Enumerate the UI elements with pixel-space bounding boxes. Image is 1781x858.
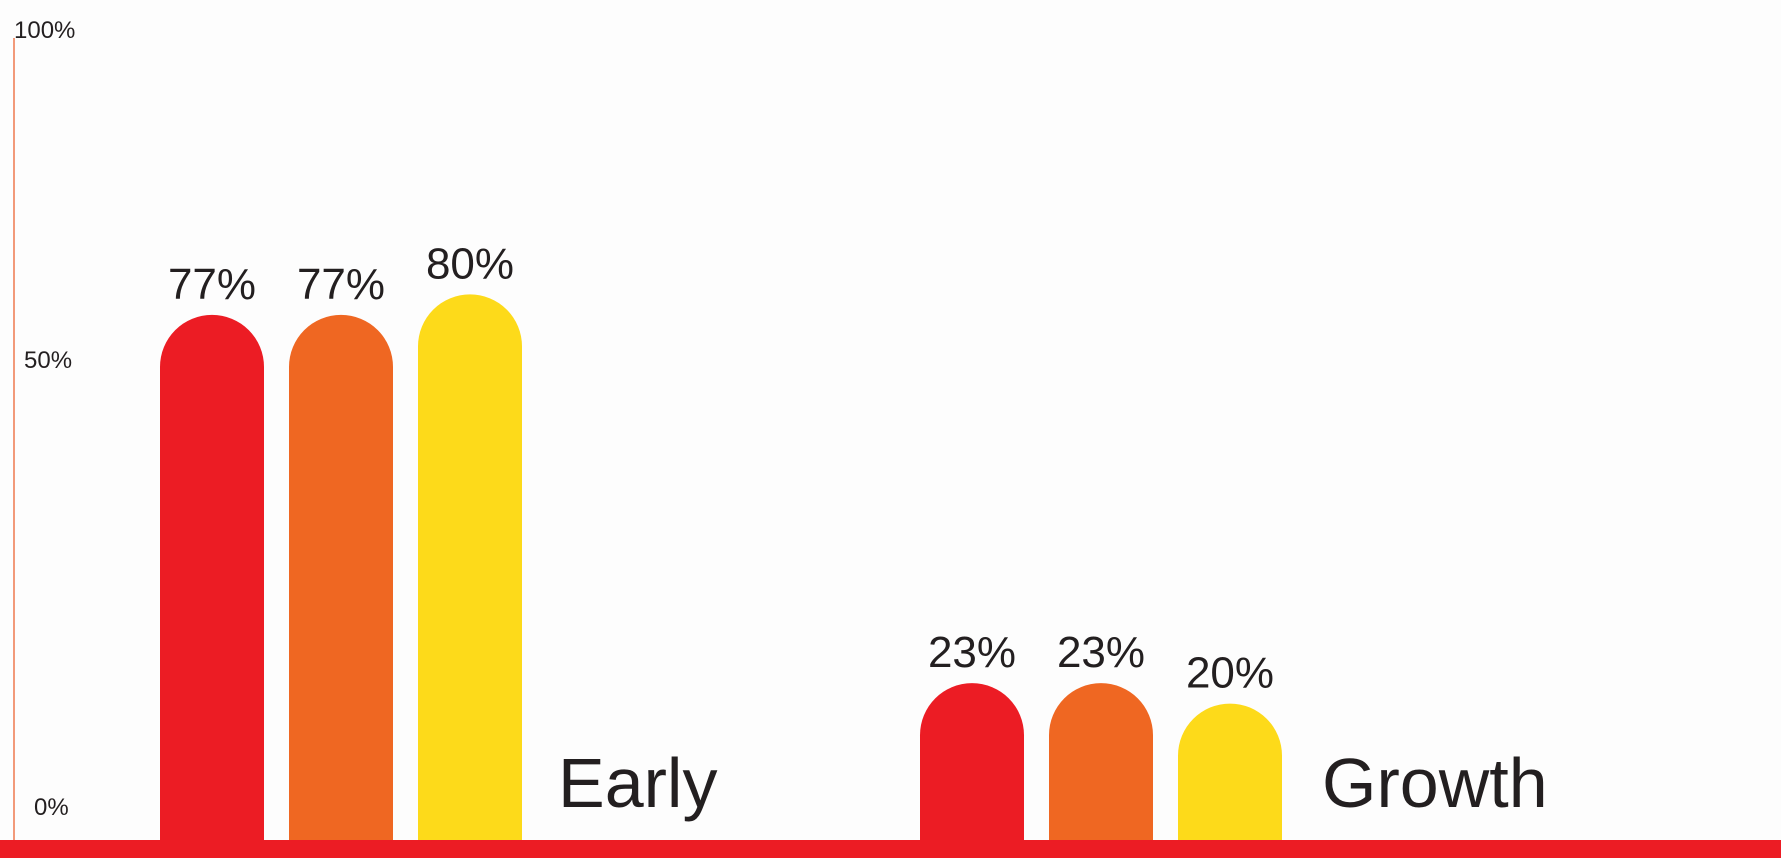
x-axis-baseline	[0, 840, 1781, 858]
category-label-growth: Growth	[1322, 744, 1548, 822]
bar-early-1	[160, 314, 264, 840]
y-tick-label: 100%	[14, 17, 75, 44]
labels: 100% 50% 0% 77% 77% 80% Early 23% 23% 20% Growth	[14, 17, 1548, 822]
bar-growth-3	[1178, 703, 1282, 840]
data-label: 77%	[297, 260, 385, 309]
bar-early-3	[418, 294, 522, 840]
data-label: 20%	[1186, 649, 1274, 698]
bar-early-2	[289, 314, 393, 840]
data-label: 23%	[928, 628, 1016, 677]
data-label: 77%	[168, 260, 256, 309]
bar-growth-2	[1049, 683, 1153, 840]
bars	[160, 294, 1282, 840]
y-tick-label: 0%	[34, 794, 69, 821]
data-label: 80%	[426, 239, 514, 288]
y-tick-label: 50%	[24, 347, 72, 374]
bar-growth-1	[920, 683, 1024, 840]
data-label: 23%	[1057, 628, 1145, 677]
axes	[0, 38, 1781, 858]
category-label-early: Early	[558, 744, 717, 822]
